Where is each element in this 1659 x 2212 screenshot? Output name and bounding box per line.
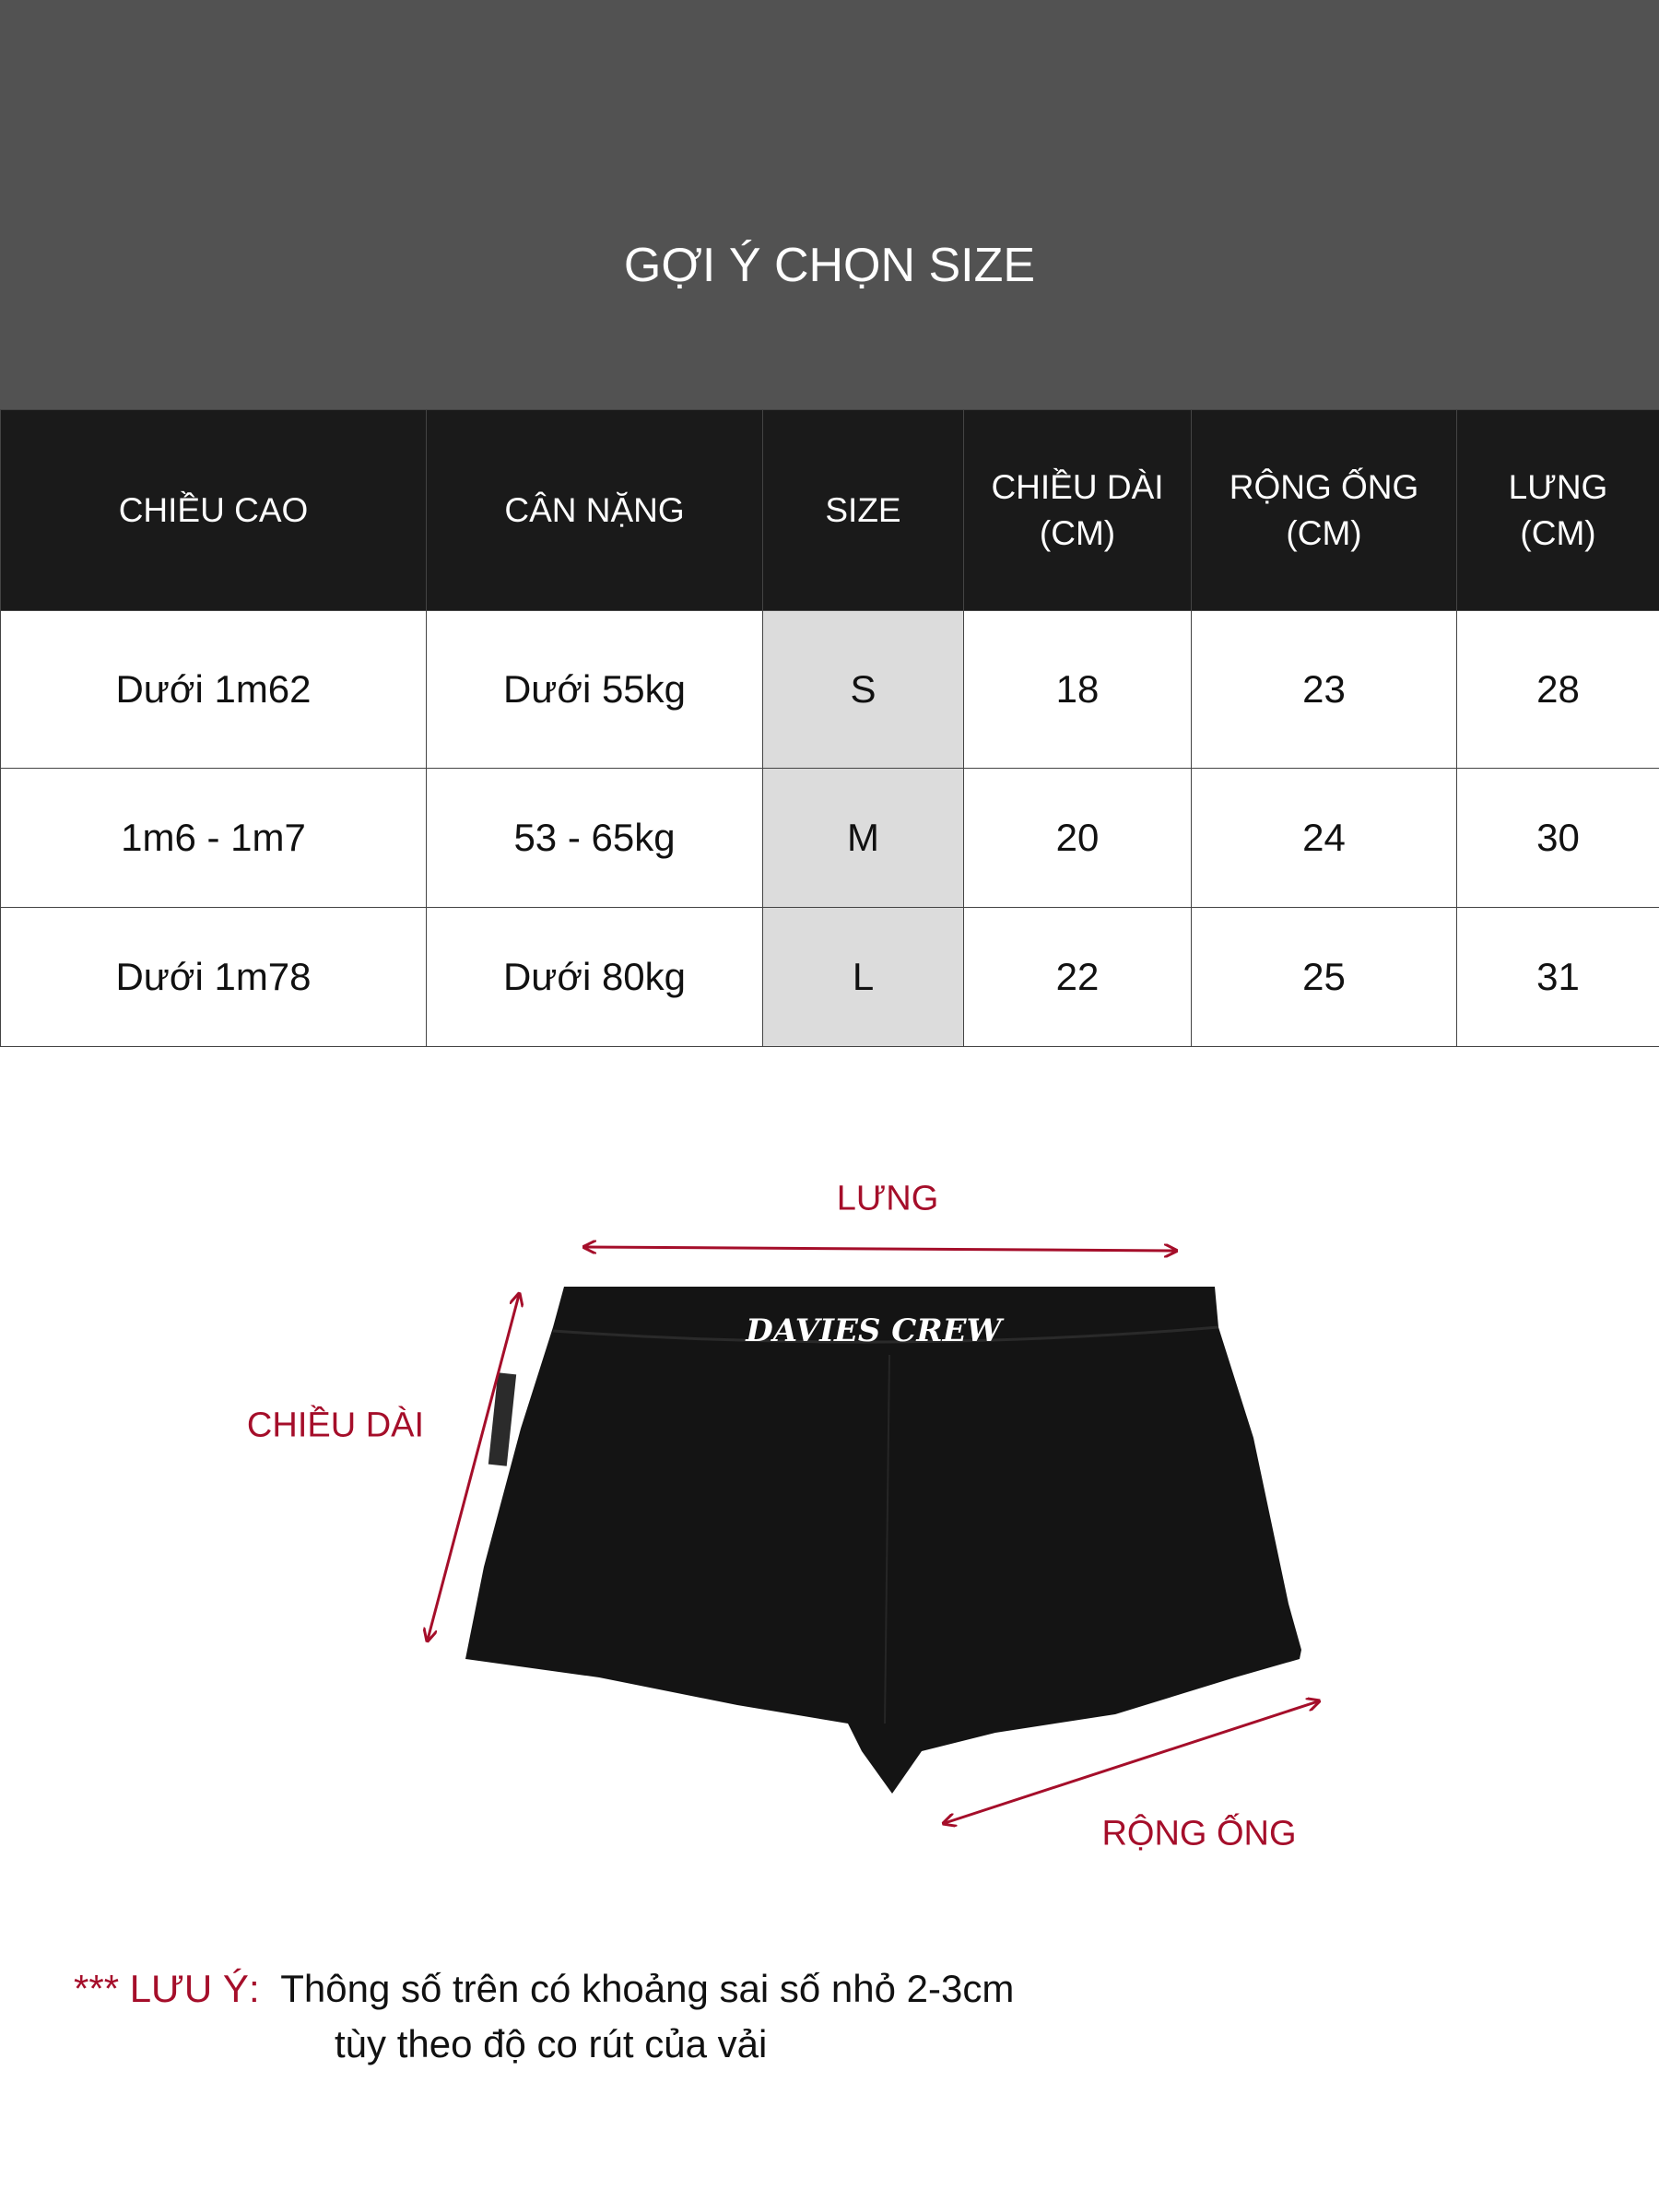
column-header: LƯNG (CM) [1456, 409, 1659, 611]
table-cell: 25 [1191, 907, 1457, 1047]
care-label-tag [488, 1372, 517, 1466]
table-cell: 20 [963, 768, 1192, 908]
table-cell: S [762, 610, 964, 769]
column-header: RỘNG ỐNG (CM) [1191, 409, 1457, 611]
table-cell: 24 [1191, 768, 1457, 908]
length-label: CHIỀU DÀI [246, 1406, 425, 1445]
table-cell: 23 [1191, 610, 1457, 769]
table-cell: Dưới 55kg [426, 610, 763, 769]
column-header: CHIỀU CAO [0, 409, 427, 611]
table-header-row: CHIỀU CAO CÂN NẶNG SIZE CHIỀU DÀI (CM) RỘNG Ố… [0, 409, 1659, 611]
shorts-diagram: DAVIES CREW [0, 1106, 1659, 1936]
table-cell: 30 [1456, 768, 1659, 908]
column-header-text: RỘNG ỐNG [1229, 467, 1419, 506]
column-header-text: CHIỀU DÀI [991, 467, 1164, 506]
header-banner: GỢI Ý CHỌN SIZE [0, 0, 1659, 409]
page-title: GỢI Ý CHỌN SIZE [623, 239, 1036, 292]
table-cell: 53 - 65kg [426, 768, 763, 908]
note-text-1: Thông số trên có khoảng sai số nhỏ 2-3cm [280, 1967, 1015, 2010]
brand-logo: DAVIES CREW [745, 1312, 1004, 1349]
table-cell: Dưới 1m62 [0, 610, 427, 769]
table-cell: 22 [963, 907, 1192, 1047]
table-cell: L [762, 907, 964, 1047]
note-line-1: *** LƯU Ý: Thông số trên có khoảng sai s… [74, 1967, 1014, 2011]
column-header: CHIỀU DÀI (CM) [963, 409, 1192, 611]
table-cell: 1m6 - 1m7 [0, 768, 427, 908]
column-header: CÂN NẶNG [426, 409, 763, 611]
note-line-2: tùy theo độ co rút của vải [335, 2022, 768, 2065]
leg-opening-arrow [945, 1701, 1318, 1823]
column-header-text: (CM) [1039, 513, 1116, 552]
length-arrow [428, 1295, 519, 1640]
table-cell: Dưới 80kg [426, 907, 763, 1047]
table-row: 1m6 - 1m7 53 - 65kg M 20 24 30 [0, 768, 1659, 908]
table-row: Dưới 1m78 Dưới 80kg L 22 25 31 [0, 907, 1659, 1047]
table-cell: 31 [1456, 907, 1659, 1047]
waist-label: LƯNG [836, 1179, 939, 1218]
waist-arrow [585, 1247, 1175, 1251]
column-header-text: (CM) [1286, 513, 1362, 552]
column-header: SIZE [762, 409, 964, 611]
size-table: CHIỀU CAO CÂN NẶNG SIZE CHIỀU DÀI (CM) RỘNG Ố… [0, 409, 1659, 1047]
column-header-text: SIZE [825, 490, 901, 529]
table-cell: Dưới 1m78 [0, 907, 427, 1047]
note-prefix: *** LƯU Ý: [74, 1967, 260, 2010]
table-cell: 28 [1456, 610, 1659, 769]
table-cell: 18 [963, 610, 1192, 769]
shorts-image: DAVIES CREW [465, 1287, 1301, 1794]
column-header-text: (CM) [1520, 513, 1596, 552]
table-row: Dưới 1m62 Dưới 55kg S 18 23 28 [0, 610, 1659, 769]
column-header-text: CÂN NẶNG [504, 490, 685, 529]
table-cell: M [762, 768, 964, 908]
column-header-text: LƯNG [1508, 467, 1608, 506]
column-header-text: CHIỀU CAO [118, 490, 309, 529]
